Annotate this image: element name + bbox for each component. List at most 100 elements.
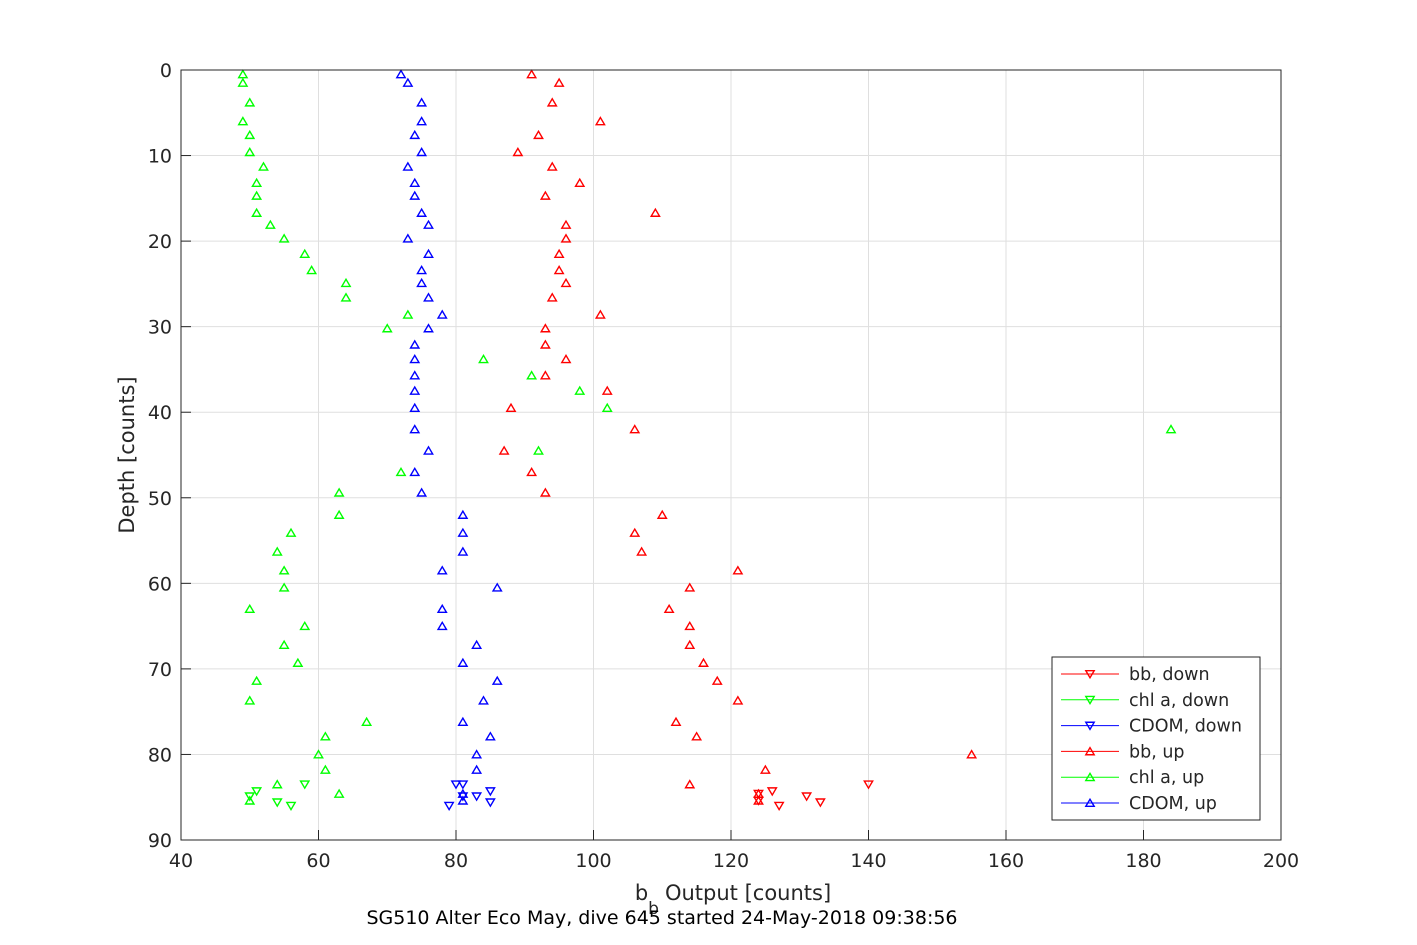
data-point: [285, 527, 297, 537]
legend-marker: [1084, 721, 1096, 731]
data-point: [299, 620, 311, 631]
data-point: [409, 354, 421, 364]
data-point: [471, 639, 483, 649]
data-point: [381, 323, 393, 333]
data-point: [436, 620, 448, 631]
data-point: [574, 385, 586, 395]
data-point: [402, 77, 414, 87]
x-axis-text: Output [counts]: [665, 881, 831, 905]
data-point: [409, 424, 421, 434]
legend-entry: chl a, up: [1129, 768, 1204, 788]
data-point: [553, 265, 565, 275]
data-point: [526, 466, 538, 477]
data-point: [966, 749, 978, 759]
data-point: [244, 146, 256, 157]
data-point: [484, 798, 496, 808]
data-point: [416, 146, 428, 157]
y-tick-label: 30: [148, 317, 172, 339]
data-point: [409, 402, 421, 413]
x-tick-label: 200: [1263, 850, 1299, 872]
data-point: [684, 582, 696, 592]
data-point: [423, 445, 434, 455]
data-point: [457, 780, 469, 790]
data-point: [457, 716, 469, 726]
data-point: [560, 219, 572, 229]
data-point: [402, 233, 414, 243]
data-markers: [237, 69, 1177, 811]
data-point: [691, 731, 703, 741]
data-point: [271, 546, 283, 556]
data-point: [278, 639, 290, 649]
data-point: [436, 565, 448, 575]
data-point: [237, 116, 249, 126]
data-point: [478, 354, 489, 364]
data-point: [649, 207, 661, 217]
series-3: [498, 69, 978, 805]
data-point: [512, 146, 524, 157]
x-tick-label: 140: [850, 850, 886, 872]
y-tick-label: 20: [148, 231, 172, 253]
data-point: [423, 292, 434, 302]
data-point: [863, 780, 874, 790]
data-point: [436, 603, 448, 614]
legend-entry: bb, up: [1129, 742, 1185, 762]
data-point: [484, 731, 496, 741]
data-point: [1165, 424, 1177, 434]
data-point: [594, 309, 606, 319]
data-point: [251, 207, 263, 217]
data-point: [299, 780, 311, 790]
data-point: [471, 749, 483, 759]
data-point: [271, 798, 283, 808]
data-point: [670, 716, 682, 726]
data-point: [409, 129, 421, 140]
data-point: [409, 466, 421, 477]
data-point: [443, 801, 455, 811]
data-point: [505, 402, 517, 413]
data-point: [546, 97, 558, 107]
data-point: [636, 546, 648, 556]
legend-entry: chl a, down: [1129, 691, 1229, 711]
data-point: [539, 323, 551, 333]
y-tick-label: 60: [148, 573, 172, 595]
y-tick-label: 70: [148, 659, 172, 681]
data-point: [251, 177, 263, 187]
data-point: [539, 339, 551, 349]
data-point: [753, 795, 764, 805]
data-point: [423, 323, 434, 333]
data-point: [299, 248, 311, 259]
data-point: [333, 487, 345, 497]
data-point: [539, 190, 551, 200]
legend-marker: [1084, 797, 1096, 808]
data-point: [285, 801, 297, 811]
data-point: [684, 639, 696, 649]
x-tick-label: 180: [1125, 850, 1161, 872]
series-5: [395, 69, 503, 805]
data-point: [244, 792, 256, 802]
data-point: [457, 527, 469, 537]
data-point: [471, 792, 483, 802]
data-point: [526, 370, 538, 380]
data-point: [684, 620, 696, 631]
data-point: [553, 248, 565, 259]
data-point: [237, 69, 249, 79]
chart-caption: SG510 Alter Eco May, dive 645 started 24…: [366, 907, 957, 929]
data-point: [333, 788, 345, 798]
data-point: [313, 749, 324, 759]
y-axis-ticks: 0 10 20 30 40 50 60 70 80 90: [148, 60, 191, 852]
legend: bb, down chl a, down CDOM, down bb, up chl a…: [1051, 656, 1261, 821]
y-tick-label: 90: [148, 830, 172, 852]
data-point: [814, 798, 826, 808]
data-point: [574, 177, 586, 187]
data-point: [251, 787, 263, 797]
data-point: [333, 509, 345, 519]
data-point: [251, 190, 263, 200]
data-point: [395, 466, 407, 477]
data-point: [711, 675, 723, 685]
data-point: [698, 657, 709, 667]
data-point: [306, 265, 318, 275]
data-point: [395, 69, 407, 79]
data-point: [244, 603, 256, 614]
data-point: [560, 277, 572, 288]
data-point: [361, 716, 373, 726]
data-point: [533, 445, 544, 455]
